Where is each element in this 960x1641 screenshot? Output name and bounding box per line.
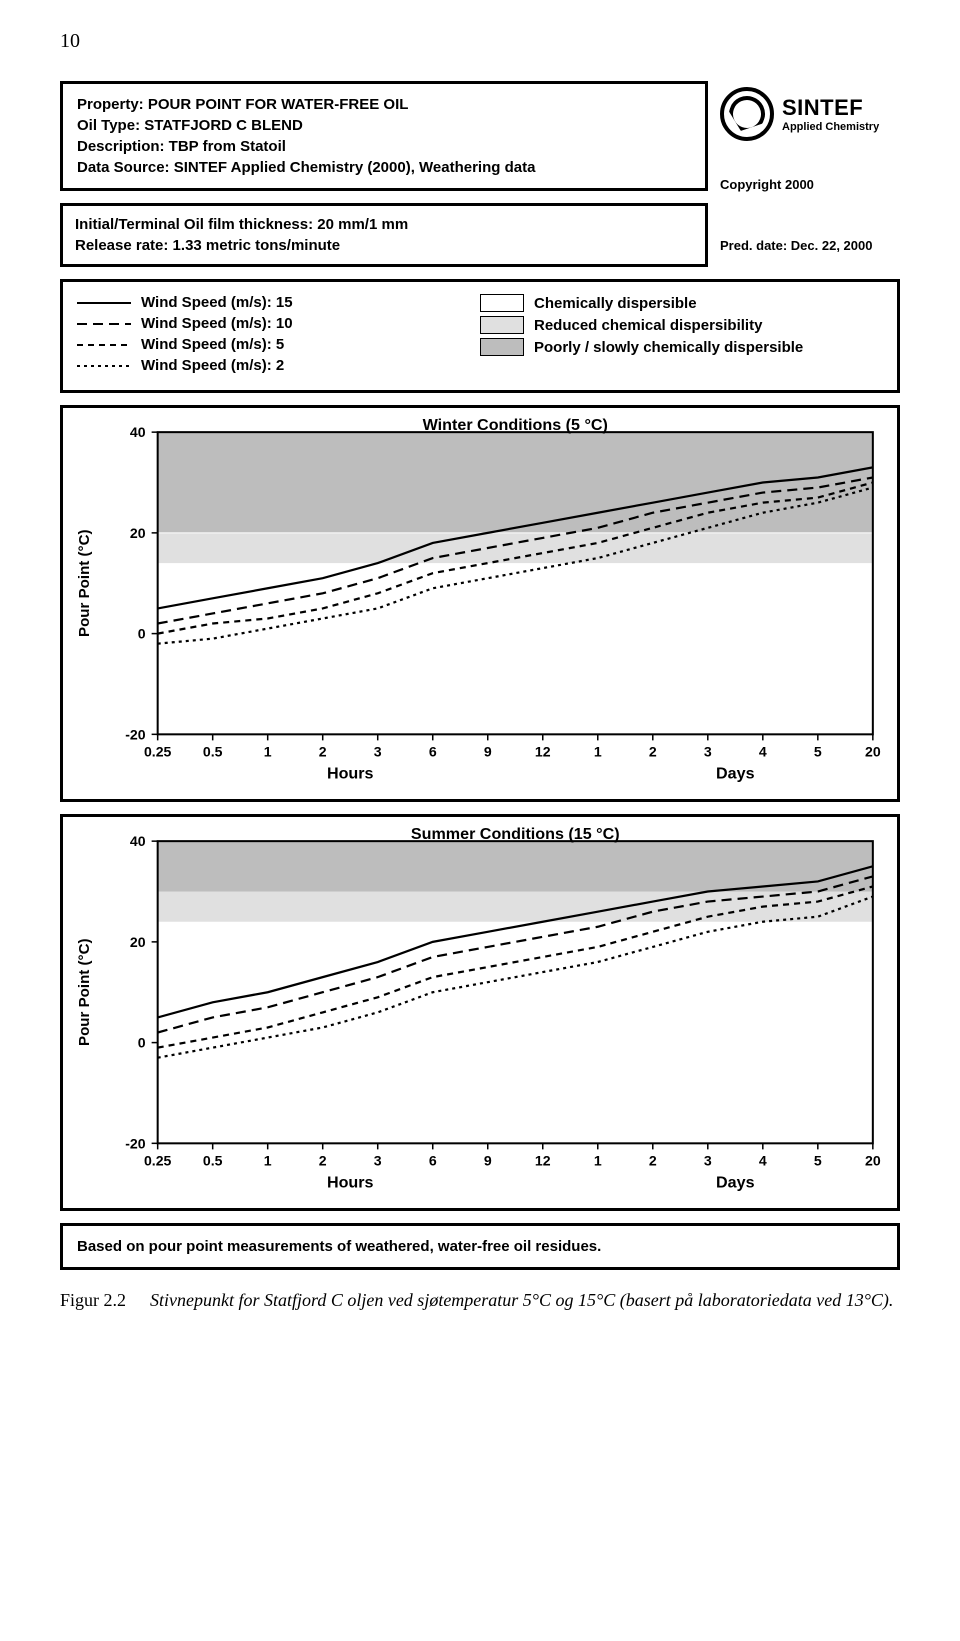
header-line: Data Source: SINTEF Applied Chemistry (2… (77, 157, 691, 178)
svg-text:-20: -20 (125, 1135, 146, 1151)
svg-text:5: 5 (814, 1152, 822, 1168)
brand-block: SINTEF Applied Chemistry Copyright 2000 … (720, 81, 900, 267)
sintef-logo-icon (720, 87, 774, 141)
figure-caption: Figur 2.2 Stivnepunkt for Statfjord C ol… (60, 1290, 900, 1311)
svg-text:12: 12 (535, 743, 551, 759)
svg-text:20: 20 (865, 743, 881, 759)
svg-text:40: 40 (130, 424, 146, 440)
subheader-panel: Initial/Terminal Oil film thickness: 20 … (60, 203, 708, 267)
svg-text:3: 3 (374, 1152, 382, 1168)
footer-note: Based on pour point measurements of weat… (77, 1238, 601, 1255)
svg-text:12: 12 (535, 1152, 551, 1168)
svg-text:Days: Days (716, 765, 755, 783)
svg-text:0.25: 0.25 (144, 743, 172, 759)
svg-text:1: 1 (264, 1152, 272, 1168)
svg-text:4: 4 (759, 743, 767, 759)
caption-text: Stivnepunkt for Statfjord C oljen ved sj… (150, 1290, 900, 1311)
legend-wind-item: Wind Speed (m/s): 2 (77, 357, 480, 374)
footer-note-panel: Based on pour point measurements of weat… (60, 1223, 900, 1270)
svg-text:3: 3 (374, 743, 382, 759)
svg-text:0: 0 (138, 626, 146, 642)
svg-text:2: 2 (649, 743, 657, 759)
legend-band-item: Reduced chemical dispersibility (480, 316, 883, 334)
svg-text:Pour Point (°C): Pour Point (°C) (76, 938, 93, 1045)
svg-text:20: 20 (865, 1152, 881, 1168)
svg-text:Hours: Hours (327, 765, 374, 783)
header-line: Property: POUR POINT FOR WATER-FREE OIL (77, 94, 691, 115)
svg-text:20: 20 (130, 934, 146, 950)
svg-text:-20: -20 (125, 726, 146, 742)
svg-text:40: 40 (130, 833, 146, 849)
svg-text:5: 5 (814, 743, 822, 759)
svg-text:6: 6 (429, 743, 437, 759)
svg-text:20: 20 (130, 525, 146, 541)
svg-text:Summer Conditions (15 °C): Summer Conditions (15 °C) (411, 825, 620, 843)
svg-text:2: 2 (319, 743, 327, 759)
brand-sub: Applied Chemistry (782, 121, 879, 133)
header-line: Oil Type: STATFJORD C BLEND (77, 115, 691, 136)
svg-text:9: 9 (484, 743, 492, 759)
svg-text:1: 1 (594, 743, 602, 759)
svg-text:2: 2 (319, 1152, 327, 1168)
svg-text:9: 9 (484, 1152, 492, 1168)
header-panel: Property: POUR POINT FOR WATER-FREE OIL … (60, 81, 708, 191)
page-number: 10 (60, 30, 900, 53)
legend-wind-item: Wind Speed (m/s): 5 (77, 336, 480, 353)
svg-text:0.5: 0.5 (203, 743, 223, 759)
chart-summer-panel: -20020400.250.512369121234520Summer Cond… (60, 814, 900, 1211)
svg-text:Pour Point (°C): Pour Point (°C) (76, 529, 93, 636)
svg-text:0: 0 (138, 1034, 146, 1050)
header-line: Description: TBP from Statoil (77, 136, 691, 157)
svg-text:3: 3 (704, 1152, 712, 1168)
caption-label: Figur 2.2 (60, 1290, 126, 1311)
svg-text:Hours: Hours (327, 1173, 374, 1191)
svg-text:0.5: 0.5 (203, 1152, 223, 1168)
svg-text:Winter Conditions (5 °C): Winter Conditions (5 °C) (423, 416, 608, 434)
legend-band-item: Chemically dispersible (480, 294, 883, 312)
svg-text:3: 3 (704, 743, 712, 759)
svg-text:Days: Days (716, 1173, 755, 1191)
copyright: Copyright 2000 (720, 177, 900, 192)
legend-wind-item: Wind Speed (m/s): 10 (77, 315, 480, 332)
svg-text:0.25: 0.25 (144, 1152, 172, 1168)
legend-band-item: Poorly / slowly chemically dispersible (480, 338, 883, 356)
svg-text:1: 1 (264, 743, 272, 759)
subheader-line: Release rate: 1.33 metric tons/minute (75, 235, 693, 256)
subheader-line: Initial/Terminal Oil film thickness: 20 … (75, 214, 693, 235)
svg-text:4: 4 (759, 1152, 767, 1168)
svg-text:2: 2 (649, 1152, 657, 1168)
chart-winter-panel: -20020400.250.512369121234520Winter Cond… (60, 405, 900, 802)
svg-text:1: 1 (594, 1152, 602, 1168)
svg-text:6: 6 (429, 1152, 437, 1168)
pred-date: Pred. date: Dec. 22, 2000 (720, 238, 900, 253)
legend-wind-item: Wind Speed (m/s): 15 (77, 294, 480, 311)
legend-panel: Wind Speed (m/s): 15 Wind Speed (m/s): 10… (60, 279, 900, 393)
brand-name: SINTEF (782, 95, 879, 121)
